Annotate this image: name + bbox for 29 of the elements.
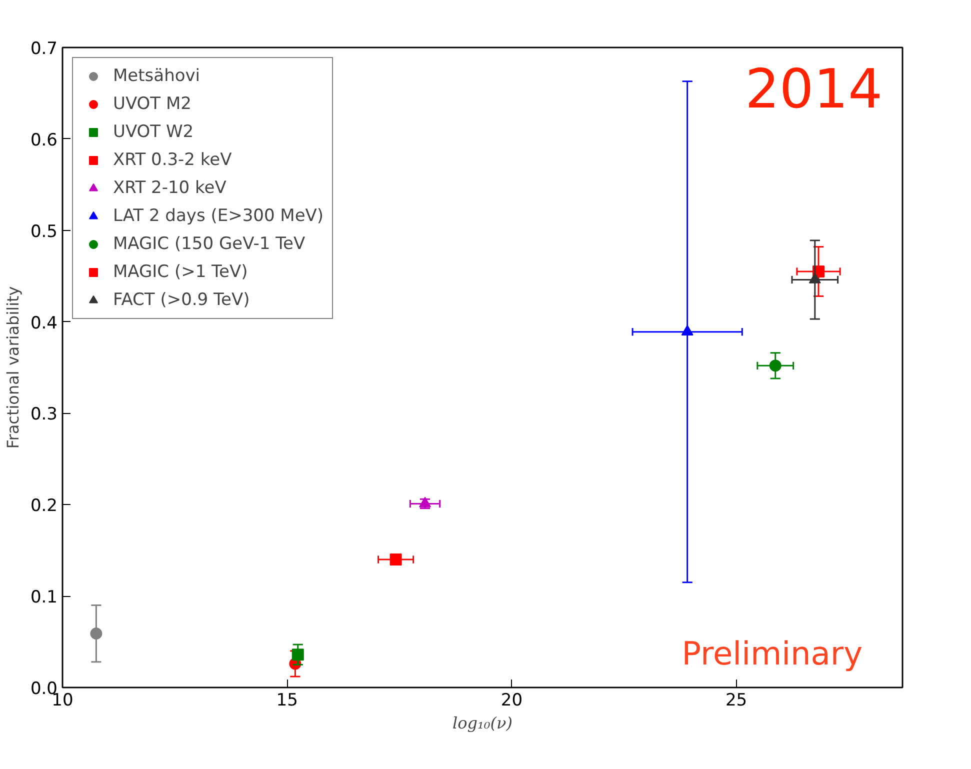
legend-label: MAGIC (>1 TeV) (113, 262, 248, 282)
y-tick-label: 0.5 (30, 222, 58, 242)
y-tick-label: 0.6 (30, 130, 58, 150)
y-tick-label: 0.2 (30, 496, 58, 516)
x-axis-title: log₁₀(ν) (452, 714, 513, 732)
legend-label: MAGIC (150 GeV-1 TeV (113, 234, 306, 254)
point (808, 272, 821, 284)
legend-label: UVOT W2 (113, 122, 194, 142)
x-tick-label: 15 (276, 690, 298, 710)
point (769, 360, 782, 372)
legend-label: LAT 2 days (E>300 MeV) (113, 206, 324, 226)
y-tick-label: 0.1 (30, 588, 58, 608)
legend-label: FACT (>0.9 TeV) (113, 290, 250, 310)
legend-label: Metsähovi (113, 66, 200, 86)
annotation: 2014 (745, 58, 883, 120)
y-tick-label: 0.4 (30, 313, 58, 334)
legend-label: XRT 0.3-2 keV (113, 150, 232, 170)
x-tick-label: 20 (500, 690, 523, 710)
y-axis-title: Fractional variability (3, 286, 22, 449)
point (90, 628, 102, 640)
y-tick-label: 0.7 (30, 39, 58, 59)
legend-label: UVOT M2 (113, 94, 192, 114)
point (292, 648, 304, 661)
legend-label: XRT 2-10 keV (113, 178, 226, 198)
annotation: Preliminary (682, 634, 862, 672)
point (681, 324, 694, 336)
x-tick-label: 25 (725, 690, 748, 710)
y-tick-label: 0.3 (30, 404, 58, 425)
point (390, 554, 402, 566)
